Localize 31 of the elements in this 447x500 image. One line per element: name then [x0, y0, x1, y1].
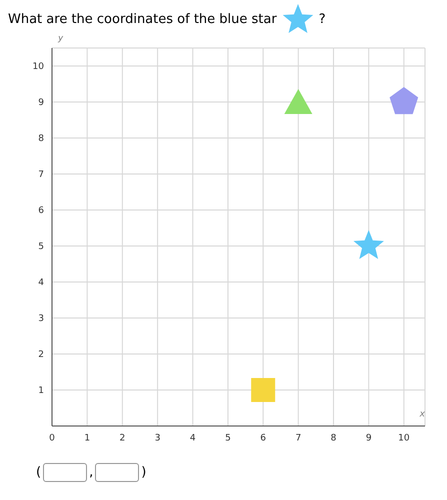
y-tick-label: 4	[38, 278, 44, 288]
y-tick-label: 9	[38, 98, 44, 108]
y-tick-label: 5	[38, 242, 44, 252]
text: (	[36, 465, 42, 480]
y-tick-label: 1	[38, 386, 44, 396]
point	[251, 378, 276, 402]
point	[390, 87, 418, 114]
y-tick-label: 8	[38, 134, 44, 144]
text: ,	[89, 465, 94, 480]
y-tick-label: 10	[32, 62, 44, 72]
text: )	[141, 465, 146, 480]
point	[284, 89, 312, 114]
x-tick-label: 4	[190, 433, 196, 444]
x-tick-label: 6	[260, 433, 266, 444]
x-tick-label: 9	[366, 433, 372, 444]
x-tick-label: 7	[295, 433, 302, 444]
y-tick-label: 2	[38, 350, 44, 360]
y-tick-label: 7	[38, 170, 44, 180]
x-tick-label: 1	[84, 433, 90, 444]
y-tick-label: 3	[38, 314, 44, 324]
x-tick-label: 0	[49, 433, 56, 444]
x-tick-label: 10	[398, 433, 410, 444]
x-axis-title: x	[418, 409, 426, 420]
chart-title: What are the coordinates of the blue star	[8, 12, 277, 26]
text: ?	[318, 12, 326, 26]
x-tick-label: 5	[225, 433, 231, 444]
x-tick-label: 3	[154, 433, 160, 444]
x-tick-label: 2	[120, 433, 126, 444]
point	[353, 230, 384, 259]
x-tick-label: 8	[330, 433, 337, 444]
y-tick-label: 6	[38, 206, 44, 216]
